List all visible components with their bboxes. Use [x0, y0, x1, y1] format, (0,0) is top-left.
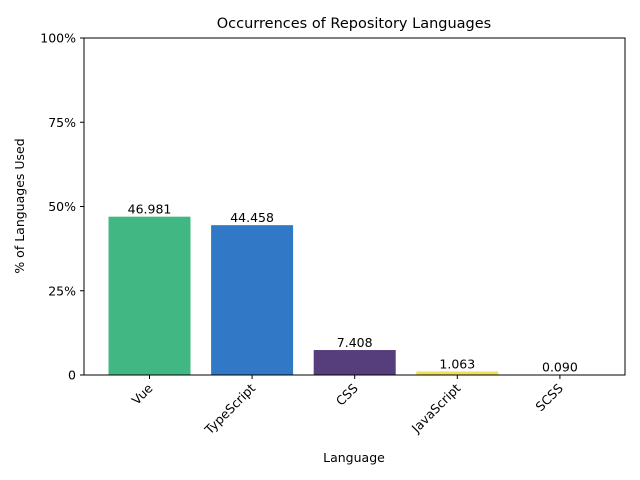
x-tick-label: CSS: [333, 380, 361, 408]
bar-javascript: [416, 371, 499, 375]
plot-frame: [83, 37, 626, 376]
y-tick-label: 25%: [48, 283, 76, 298]
bar-typescript: [211, 225, 294, 375]
y-tick-label: 50%: [48, 199, 76, 214]
bar-value-label: 46.981: [128, 202, 172, 217]
chart-title: Occurrences of Repository Languages: [217, 16, 491, 32]
y-tick-label: 75%: [48, 115, 76, 130]
x-tick-label: JavaScript: [408, 380, 464, 436]
x-tick-label: Vue: [129, 380, 156, 407]
bar-value-label: 44.458: [230, 210, 274, 225]
bar-value-label: 0.090: [542, 360, 578, 375]
bar-value-label: 1.063: [439, 356, 475, 371]
bar-value-label: 7.408: [337, 335, 373, 350]
bar-css: [313, 350, 396, 375]
x-tick-label: TypeScript: [201, 380, 258, 437]
bar-vue: [108, 216, 191, 375]
x-axis-label: Language: [323, 450, 385, 465]
y-tick-label: 100%: [40, 31, 76, 46]
x-tick-label: SCSS: [532, 380, 566, 414]
y-axis-label: % of Languages Used: [12, 138, 27, 273]
y-tick-label: 0: [68, 368, 76, 383]
plot-area: 0 25% 50% 75% 100% 46.981 Vue 44.458 TypeScript 7…: [40, 31, 601, 438]
